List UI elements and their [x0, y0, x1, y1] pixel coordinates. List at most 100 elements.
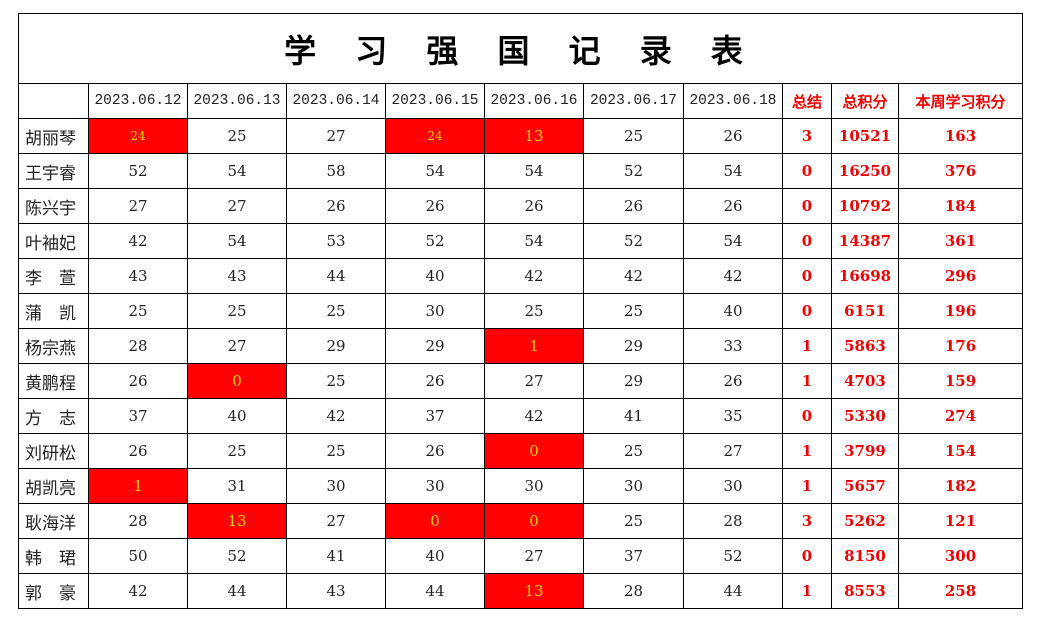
score-cell[interactable]: 52 [583, 223, 684, 259]
name-cell[interactable]: 蒲 凯 [18, 293, 89, 329]
score-cell[interactable]: 54 [683, 223, 783, 259]
name-cell[interactable]: 刘研松 [18, 433, 89, 469]
summary-cell[interactable]: 1 [782, 468, 832, 504]
total-cell[interactable]: 6151 [831, 293, 899, 329]
header-summary[interactable]: 总结 [782, 83, 832, 119]
score-cell[interactable]: 44 [286, 258, 386, 294]
score-cell[interactable]: 52 [683, 538, 783, 574]
total-cell[interactable]: 4703 [831, 363, 899, 399]
score-cell[interactable]: 26 [385, 188, 485, 224]
score-cell[interactable]: 42 [484, 258, 584, 294]
weekly-cell[interactable]: 361 [898, 223, 1023, 259]
total-cell[interactable]: 5657 [831, 468, 899, 504]
score-cell[interactable]: 27 [286, 503, 386, 539]
total-cell[interactable]: 16250 [831, 153, 899, 189]
score-cell[interactable]: 25 [187, 118, 287, 154]
name-cell[interactable]: 王宇睿 [18, 153, 89, 189]
score-cell[interactable]: 58 [286, 153, 386, 189]
score-cell[interactable]: 0 [484, 503, 584, 539]
score-cell[interactable]: 0 [187, 363, 287, 399]
score-cell[interactable]: 43 [286, 573, 386, 609]
score-cell[interactable]: 28 [683, 503, 783, 539]
score-cell[interactable]: 54 [484, 223, 584, 259]
score-cell[interactable]: 29 [583, 363, 684, 399]
score-cell[interactable]: 29 [286, 328, 386, 364]
score-cell[interactable]: 27 [484, 538, 584, 574]
weekly-cell[interactable]: 163 [898, 118, 1023, 154]
score-cell[interactable]: 52 [385, 223, 485, 259]
score-cell[interactable]: 26 [385, 433, 485, 469]
score-cell[interactable]: 13 [187, 503, 287, 539]
header-date-6[interactable]: 2023.06.18 [683, 83, 783, 119]
name-cell[interactable]: 黄鹏程 [18, 363, 89, 399]
score-cell[interactable]: 29 [583, 328, 684, 364]
score-cell[interactable]: 26 [484, 188, 584, 224]
score-cell[interactable]: 26 [683, 188, 783, 224]
score-cell[interactable]: 26 [88, 433, 188, 469]
score-cell[interactable]: 1 [88, 468, 188, 504]
score-cell[interactable]: 30 [583, 468, 684, 504]
score-cell[interactable]: 24 [88, 118, 188, 154]
summary-cell[interactable]: 1 [782, 363, 832, 399]
header-name-cell[interactable] [18, 83, 89, 119]
summary-cell[interactable]: 3 [782, 118, 832, 154]
summary-cell[interactable]: 1 [782, 328, 832, 364]
weekly-cell[interactable]: 300 [898, 538, 1023, 574]
score-cell[interactable]: 24 [385, 118, 485, 154]
score-cell[interactable]: 40 [683, 293, 783, 329]
score-cell[interactable]: 41 [286, 538, 386, 574]
score-cell[interactable]: 26 [583, 188, 684, 224]
score-cell[interactable]: 27 [88, 188, 188, 224]
score-cell[interactable]: 54 [683, 153, 783, 189]
score-cell[interactable]: 40 [385, 258, 485, 294]
header-date-3[interactable]: 2023.06.15 [385, 83, 485, 119]
score-cell[interactable]: 27 [187, 188, 287, 224]
name-cell[interactable]: 韩 珺 [18, 538, 89, 574]
score-cell[interactable]: 25 [583, 118, 684, 154]
score-cell[interactable]: 53 [286, 223, 386, 259]
score-cell[interactable]: 30 [385, 468, 485, 504]
score-cell[interactable]: 35 [683, 398, 783, 434]
score-cell[interactable]: 42 [88, 223, 188, 259]
summary-cell[interactable]: 0 [782, 223, 832, 259]
total-cell[interactable]: 5863 [831, 328, 899, 364]
score-cell[interactable]: 37 [88, 398, 188, 434]
summary-cell[interactable]: 3 [782, 503, 832, 539]
score-cell[interactable]: 30 [286, 468, 386, 504]
score-cell[interactable]: 42 [484, 398, 584, 434]
score-cell[interactable]: 37 [583, 538, 684, 574]
score-cell[interactable]: 42 [88, 573, 188, 609]
score-cell[interactable]: 42 [286, 398, 386, 434]
score-cell[interactable]: 54 [187, 153, 287, 189]
score-cell[interactable]: 25 [88, 293, 188, 329]
score-cell[interactable]: 37 [385, 398, 485, 434]
total-cell[interactable]: 5262 [831, 503, 899, 539]
score-cell[interactable]: 27 [286, 118, 386, 154]
score-cell[interactable]: 42 [683, 258, 783, 294]
summary-cell[interactable]: 1 [782, 433, 832, 469]
score-cell[interactable]: 31 [187, 468, 287, 504]
name-cell[interactable]: 耿海洋 [18, 503, 89, 539]
name-cell[interactable]: 杨宗燕 [18, 328, 89, 364]
header-total[interactable]: 总积分 [831, 83, 899, 119]
name-cell[interactable]: 郭 豪 [18, 573, 89, 609]
score-cell[interactable]: 26 [385, 363, 485, 399]
header-weekly[interactable]: 本周学习积分 [898, 83, 1023, 119]
weekly-cell[interactable]: 176 [898, 328, 1023, 364]
weekly-cell[interactable]: 274 [898, 398, 1023, 434]
score-cell[interactable]: 1 [484, 328, 584, 364]
score-cell[interactable]: 40 [187, 398, 287, 434]
total-cell[interactable]: 5330 [831, 398, 899, 434]
header-date-1[interactable]: 2023.06.13 [187, 83, 287, 119]
name-cell[interactable]: 叶袖妃 [18, 223, 89, 259]
summary-cell[interactable]: 0 [782, 258, 832, 294]
total-cell[interactable]: 3799 [831, 433, 899, 469]
name-cell[interactable]: 胡凯亮 [18, 468, 89, 504]
summary-cell[interactable]: 0 [782, 398, 832, 434]
score-cell[interactable]: 41 [583, 398, 684, 434]
score-cell[interactable]: 27 [484, 363, 584, 399]
total-cell[interactable]: 8553 [831, 573, 899, 609]
score-cell[interactable]: 44 [385, 573, 485, 609]
score-cell[interactable]: 27 [187, 328, 287, 364]
header-date-0[interactable]: 2023.06.12 [88, 83, 188, 119]
